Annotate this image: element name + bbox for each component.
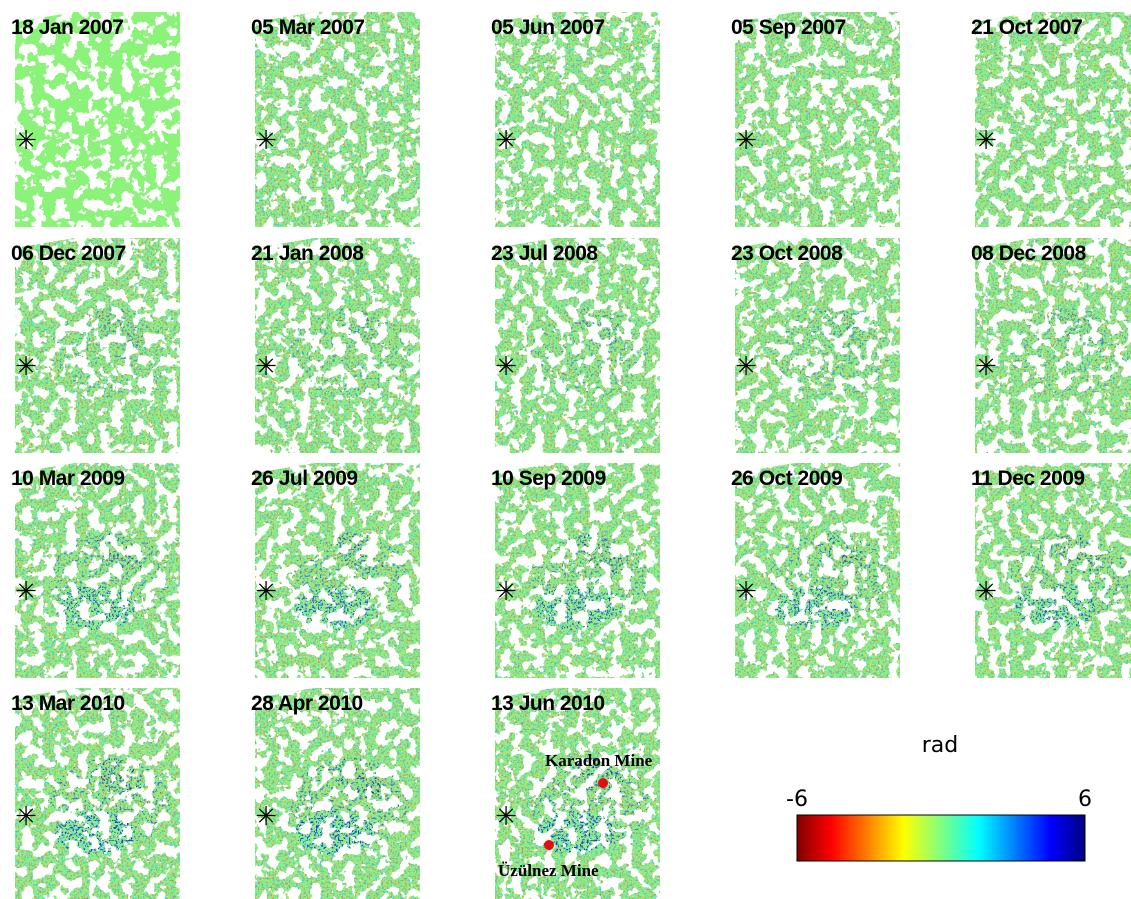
colorbar-min: -6 [786, 787, 808, 812]
interferogram-panel [255, 688, 420, 899]
no-data [255, 463, 420, 678]
panel-date: 26 Jul 2009 [251, 467, 358, 490]
interferogram-panel [255, 463, 420, 678]
reference-point: ✳ [495, 352, 517, 382]
no-data [255, 688, 420, 899]
reference-point: ✳ [15, 126, 37, 156]
reference-point: ✳ [495, 126, 517, 156]
reference-point: ✳ [735, 352, 757, 382]
panel-date: 13 Jun 2010 [491, 692, 605, 715]
interferogram-panel [495, 12, 660, 227]
reference-point: ✳ [495, 577, 517, 607]
panel-date: 05 Sep 2007 [731, 16, 846, 39]
no-data [255, 12, 420, 227]
no-data [975, 463, 1131, 678]
panel-date: 23 Oct 2008 [731, 242, 843, 265]
mine-marker [598, 778, 608, 788]
no-data [975, 238, 1131, 453]
no-data [255, 238, 420, 453]
no-data [735, 238, 900, 453]
interferogram-panel [735, 238, 900, 453]
colorbar: rad -6 6 [786, 733, 1092, 861]
mine-marker [544, 840, 554, 850]
colorbar-title: rad [922, 733, 959, 758]
reference-point: ✳ [975, 352, 997, 382]
reference-point: ✳ [255, 352, 277, 382]
panel-date: 10 Sep 2009 [491, 467, 606, 490]
interferogram-panel [735, 12, 900, 227]
no-data [15, 688, 180, 899]
reference-point: ✳ [975, 577, 997, 607]
reference-point: ✳ [255, 802, 277, 832]
interferogram-panel [15, 238, 180, 453]
panel-date: 28 Apr 2010 [251, 692, 363, 715]
interferogram-panel [495, 463, 660, 678]
panel-date: 18 Jan 2007 [11, 16, 123, 39]
interferogram-panel [255, 238, 420, 453]
reference-point: ✳ [255, 126, 277, 156]
colorbar-gradient [797, 815, 1085, 861]
panel-date: 08 Dec 2008 [971, 242, 1087, 265]
no-data [495, 12, 660, 227]
interferogram-panel [975, 238, 1131, 453]
interferogram-panel [735, 463, 900, 678]
panel-date: 21 Jan 2008 [251, 242, 364, 265]
reference-point: ✳ [15, 577, 37, 607]
no-data [495, 238, 660, 453]
no-data [735, 463, 900, 678]
reference-point: ✳ [975, 126, 997, 156]
reference-point: ✳ [735, 126, 757, 156]
interferogram-panel [15, 463, 180, 678]
colorbar-max: 6 [1078, 787, 1092, 812]
no-data [15, 12, 180, 227]
figure: rad -6 6 ✳ 18 Jan 2007 ✳ 05 Mar 2007 ✳ 05 Jun… [0, 0, 1131, 899]
panel-date: 21 Oct 2007 [971, 16, 1082, 39]
interferogram-panel [255, 12, 420, 227]
no-data [735, 12, 900, 227]
no-data [495, 463, 660, 678]
panel-date: 26 Oct 2009 [731, 467, 842, 490]
interferogram-panel [15, 12, 180, 227]
no-data [15, 463, 180, 678]
reference-point: ✳ [15, 352, 37, 382]
panel-date: 11 Dec 2009 [971, 467, 1085, 490]
no-data [15, 238, 180, 453]
reference-point: ✳ [495, 802, 517, 832]
panel-date: 06 Dec 2007 [11, 242, 126, 265]
reference-point: ✳ [15, 802, 37, 832]
panel-date: 13 Mar 2010 [11, 692, 125, 715]
panel-date: 23 Jul 2008 [491, 242, 598, 265]
mine-label: Üzülnez Mine [498, 861, 599, 880]
interferogram-panel [15, 688, 180, 899]
interferogram-panel [975, 463, 1131, 678]
no-data [975, 12, 1131, 227]
interferogram-panel [975, 12, 1131, 227]
reference-point: ✳ [255, 577, 277, 607]
panel-date: 05 Jun 2007 [491, 16, 605, 39]
panel-date: 10 Mar 2009 [11, 467, 125, 490]
interferogram-panel [495, 238, 660, 453]
mine-label: Karadon Mine [545, 751, 653, 770]
panel-date: 05 Mar 2007 [251, 16, 365, 39]
reference-point: ✳ [735, 577, 757, 607]
